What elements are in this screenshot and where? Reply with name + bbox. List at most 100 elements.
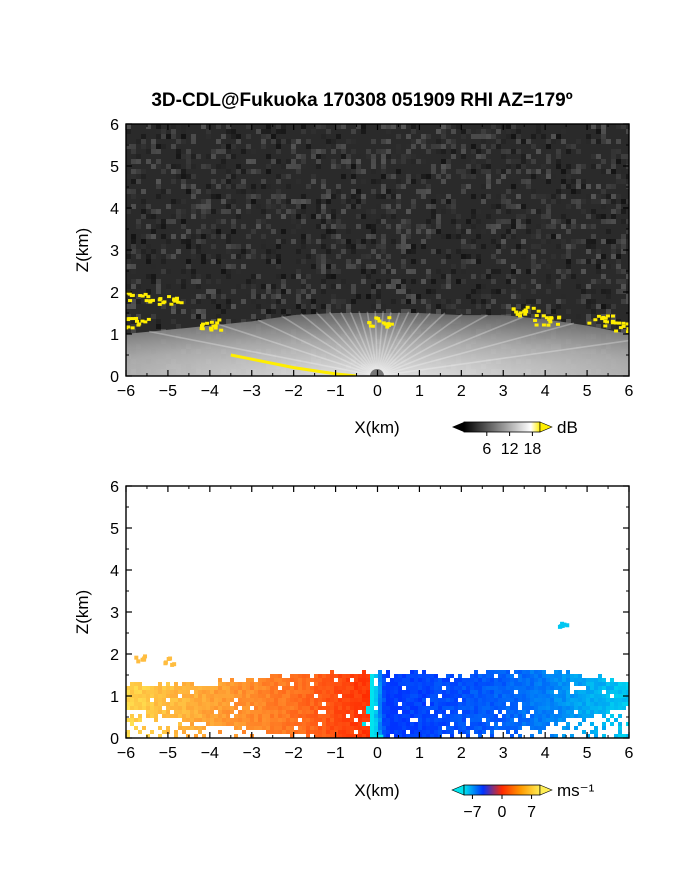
snr-strong-echo-cell [143, 320, 148, 324]
snr-axes: −6 −5 −4 −3 −2 −1 0 1 2 3 4 5 6 0 1 2 3 4 5 6 [110, 117, 633, 400]
velocity-isolated-echo-cell [565, 623, 570, 628]
snr-strong-echo-cell [626, 327, 629, 331]
snr-colorbar-high-arrow [539, 421, 553, 433]
velocity-ytick-label: 2 [110, 647, 119, 664]
snr-strong-echo-cell [514, 310, 519, 314]
snr-strong-echo-cell [546, 323, 551, 327]
snr-strong-echo-cell [140, 294, 145, 298]
snr-strong-echo-cell [131, 317, 136, 321]
velocity-colorbar-tick-label: −7 [463, 804, 481, 821]
snr-strong-echo-cell [128, 317, 133, 321]
snr-strong-echo-cell [633, 328, 637, 331]
velocity-panel: −6 −5 −4 −3 −2 −1 0 1 2 3 4 5 6 0 1 2 3 4 5 6 X(km) Z(km) −… [73, 479, 634, 821]
snr-strong-echo-cell [213, 326, 218, 330]
snr-strong-echo-cell [387, 316, 392, 320]
velocity-xtick-label: −4 [201, 745, 219, 762]
snr-strong-echo-cell [596, 314, 601, 318]
snr-colorbar-ticks: 6 12 18 [482, 432, 541, 458]
snr-strong-echo-cell [209, 320, 214, 324]
snr-beam-rays [148, 310, 629, 376]
velocity-isolated-echo-cell [142, 656, 147, 661]
velocity-colorbar-ticks: −7 0 7 [463, 795, 536, 821]
snr-strong-echo-cell [383, 322, 388, 326]
snr-strong-echo-cell [377, 319, 382, 323]
velocity-isolated-echo-cell [170, 662, 175, 667]
snr-xtick-label: −1 [326, 383, 344, 400]
snr-xtick-label: −5 [159, 383, 177, 400]
snr-strong-echo-cell [547, 318, 552, 322]
snr-strong-echo-cell [605, 314, 610, 318]
snr-strong-echo-cell [511, 307, 516, 311]
snr-ytick-label: 3 [110, 243, 119, 260]
snr-heatmap [126, 124, 637, 376]
snr-strong-echo-cell [523, 312, 528, 316]
snr-xtick-label: 3 [499, 383, 508, 400]
snr-colorbar-strip [463, 421, 541, 433]
velocity-isolated-echo-cell [166, 656, 171, 661]
velocity-xlabel: X(km) [354, 781, 399, 800]
velocity-ytick-label: 5 [110, 521, 119, 538]
snr-strong-echo-cell [549, 316, 554, 320]
snr-strong-echo-cell [541, 314, 546, 318]
snr-strong-echo-cell [611, 320, 616, 324]
velocity-xtick-label: 6 [625, 745, 634, 762]
snr-strong-echo-cell [127, 292, 132, 296]
snr-strong-echo-cell [386, 322, 391, 326]
snr-strong-echo-cell [515, 312, 520, 316]
snr-strong-echo-cell [134, 319, 139, 323]
velocity-colorbar-unit: ms⁻¹ [557, 781, 595, 800]
velocity-ylabel: Z(km) [73, 590, 92, 634]
snr-strong-echo-cell [603, 324, 608, 328]
snr-strong-echo-cell [617, 321, 622, 325]
snr-strong-echo-cell [128, 299, 133, 303]
snr-ytick-label: 6 [110, 117, 119, 134]
snr-strong-echo-cell [157, 298, 162, 302]
snr-xtick-label: 4 [541, 383, 550, 400]
velocity-isolated-echo-cell [172, 662, 177, 667]
snr-xtick-label: 6 [625, 383, 634, 400]
snr-strong-echo-cell [536, 309, 541, 313]
velocity-isolated-echo-cell [560, 621, 565, 626]
velocity-colorbar-tick-label: 0 [498, 804, 507, 821]
snr-strong-echo-cell [215, 321, 220, 325]
snr-strong-echo-cell [144, 299, 149, 303]
snr-strong-echo-cell [613, 321, 618, 325]
velocity-xtick-label: 4 [541, 745, 550, 762]
snr-strong-echo-cell [593, 318, 598, 322]
snr-strong-echo-cell [201, 322, 206, 326]
snr-strong-echo-cell [213, 324, 218, 328]
velocity-ytick-label: 4 [110, 563, 119, 580]
snr-strong-echo-cell [618, 326, 623, 330]
snr-strong-echo-cell [531, 306, 536, 310]
snr-strong-echo-cell [179, 301, 184, 305]
velocity-ytick-label: 1 [110, 689, 119, 706]
snr-strong-echo-cell [199, 324, 204, 328]
snr-strong-echo-cell [525, 305, 530, 309]
snr-strong-echo-cell [621, 321, 626, 325]
snr-strong-echo-cell [610, 314, 615, 318]
snr-xlabel: X(km) [354, 418, 399, 437]
snr-strong-echo-cell [626, 330, 629, 334]
snr-colorbar-tick-label: 18 [524, 441, 542, 458]
snr-strong-echo-cell [374, 316, 379, 320]
snr-strong-echo-cell [370, 324, 375, 328]
snr-colorbar-unit: dB [557, 418, 578, 437]
snr-strong-echo-cell [518, 311, 523, 315]
snr-xtick-label: −6 [117, 383, 135, 400]
velocity-ytick-label: 6 [110, 479, 119, 496]
snr-strong-echo-cell [557, 315, 562, 319]
velocity-axes: −6 −5 −4 −3 −2 −1 0 1 2 3 4 5 6 0 1 2 3 4 5 6 [110, 479, 633, 762]
velocity-xtick-label: −2 [285, 745, 303, 762]
velocity-xtick-label: 3 [499, 745, 508, 762]
snr-strong-echo-cell [161, 301, 166, 305]
snr-strong-echo-cell [126, 325, 131, 329]
velocity-colorbar: −7 0 7 ms⁻¹ [451, 781, 595, 821]
velocity-site-marker [373, 734, 384, 738]
snr-near-ground-strong-band [230, 353, 357, 376]
velocity-isolated-echo-cell [163, 661, 168, 666]
snr-strong-echo-cell [157, 302, 162, 306]
snr-strong-echo-cell [134, 316, 139, 320]
velocity-colorbar-high-arrow [539, 784, 553, 796]
velocity-colorbar-tick-label: 7 [527, 804, 536, 821]
